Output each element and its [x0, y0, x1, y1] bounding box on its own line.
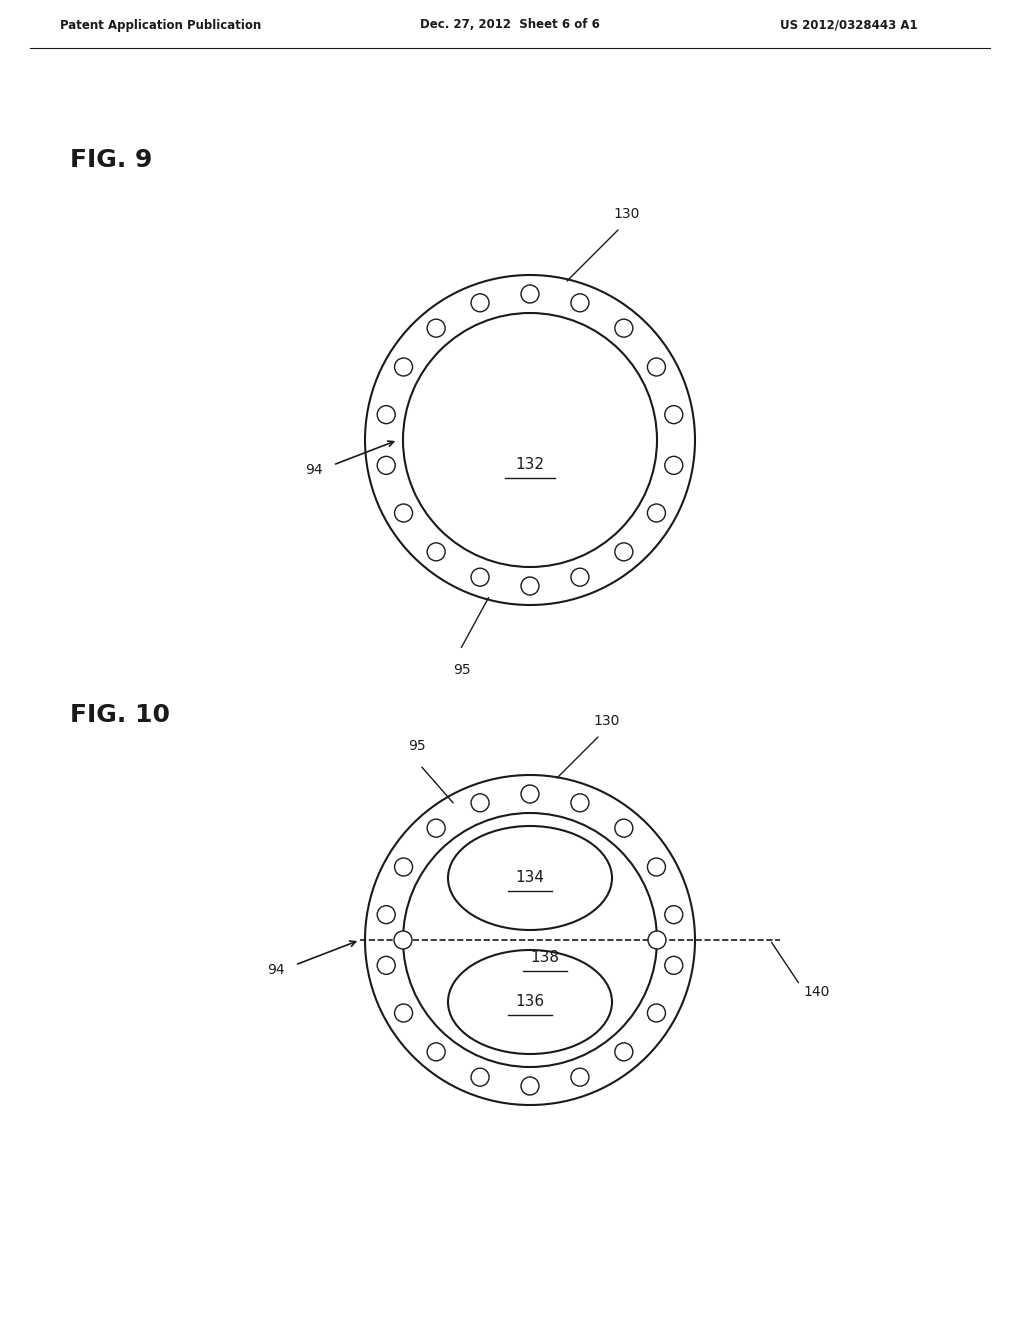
Ellipse shape [665, 405, 683, 424]
Ellipse shape [665, 457, 683, 474]
Ellipse shape [614, 820, 633, 837]
Text: 130: 130 [613, 207, 640, 220]
Text: 140: 140 [803, 985, 829, 999]
Ellipse shape [647, 504, 666, 521]
Text: 130: 130 [594, 714, 621, 729]
Ellipse shape [665, 906, 683, 924]
Ellipse shape [394, 504, 413, 521]
Ellipse shape [471, 793, 489, 812]
Ellipse shape [665, 957, 683, 974]
Ellipse shape [394, 358, 413, 376]
Text: US 2012/0328443 A1: US 2012/0328443 A1 [780, 18, 918, 32]
Ellipse shape [427, 1043, 445, 1061]
Ellipse shape [394, 858, 413, 876]
Text: 132: 132 [515, 458, 545, 473]
Ellipse shape [521, 285, 539, 304]
Ellipse shape [521, 1077, 539, 1096]
Text: 136: 136 [515, 994, 545, 1010]
Text: 95: 95 [409, 739, 426, 752]
Ellipse shape [471, 568, 489, 586]
Ellipse shape [571, 294, 589, 312]
Ellipse shape [571, 1068, 589, 1086]
Ellipse shape [394, 931, 412, 949]
Text: 94: 94 [267, 964, 285, 977]
Ellipse shape [377, 906, 395, 924]
Ellipse shape [471, 1068, 489, 1086]
Ellipse shape [394, 1005, 413, 1022]
Ellipse shape [571, 793, 589, 812]
Ellipse shape [521, 785, 539, 803]
Ellipse shape [647, 1005, 666, 1022]
Text: Dec. 27, 2012  Sheet 6 of 6: Dec. 27, 2012 Sheet 6 of 6 [420, 18, 600, 32]
Ellipse shape [571, 568, 589, 586]
Text: 138: 138 [530, 950, 559, 965]
Ellipse shape [521, 577, 539, 595]
Ellipse shape [471, 294, 489, 312]
Text: FIG. 10: FIG. 10 [70, 704, 170, 727]
Ellipse shape [427, 319, 445, 337]
Ellipse shape [377, 405, 395, 424]
Ellipse shape [427, 820, 445, 837]
Ellipse shape [647, 358, 666, 376]
Ellipse shape [648, 931, 666, 949]
Text: 95: 95 [454, 663, 471, 677]
Ellipse shape [614, 319, 633, 337]
Ellipse shape [377, 957, 395, 974]
Text: Patent Application Publication: Patent Application Publication [60, 18, 261, 32]
Ellipse shape [614, 1043, 633, 1061]
Text: 134: 134 [515, 870, 545, 886]
Ellipse shape [614, 543, 633, 561]
Text: 94: 94 [305, 463, 323, 477]
Text: FIG. 9: FIG. 9 [70, 148, 153, 172]
Ellipse shape [647, 858, 666, 876]
Ellipse shape [377, 457, 395, 474]
Ellipse shape [427, 543, 445, 561]
